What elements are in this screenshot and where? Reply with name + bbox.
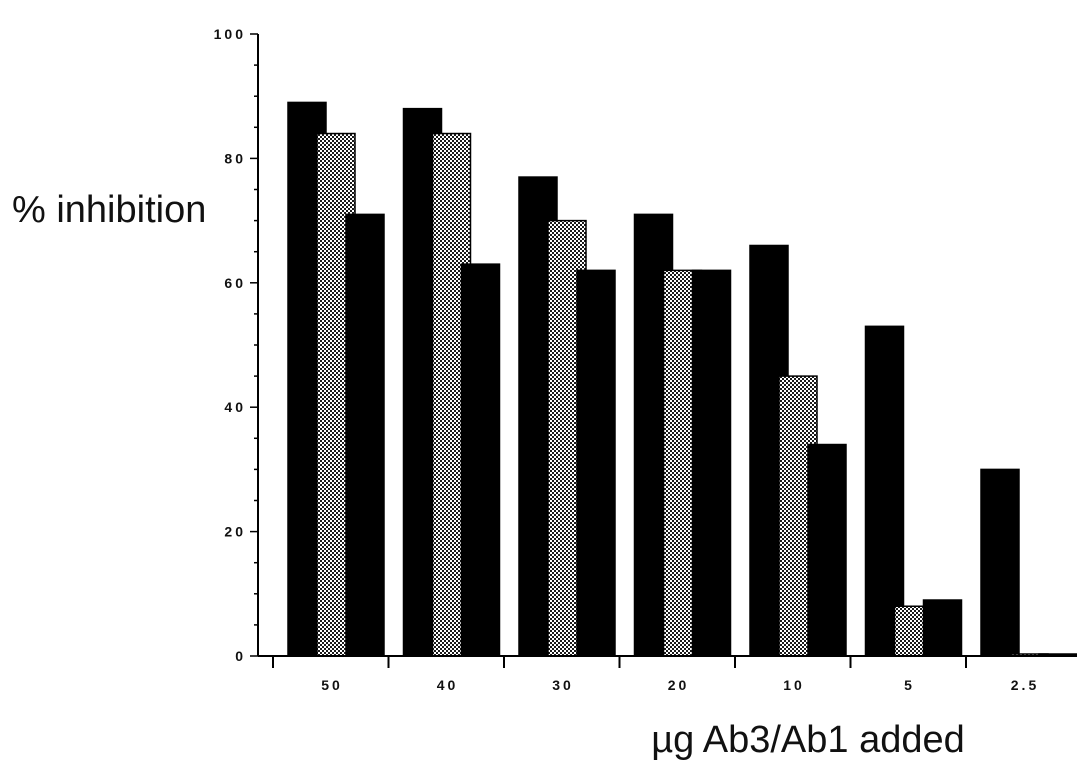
bar-50-series-3	[345, 213, 385, 657]
bar-5-series-1	[864, 325, 905, 657]
x-tick-label-5: 5	[904, 677, 915, 693]
x-tick-label-30: 30	[552, 677, 574, 693]
y-axis-title: % inhibition	[12, 189, 206, 231]
x-tick-label-40: 40	[437, 677, 459, 693]
x-tick-label-50: 50	[321, 677, 343, 693]
y-tick-label: 0	[235, 648, 246, 664]
x-tick-label-2.5: 2.5	[1011, 677, 1039, 693]
axes-group	[250, 33, 1077, 668]
bar-2.5-series-1	[980, 468, 1020, 657]
y-tick-label: 80	[224, 150, 246, 166]
y-tick-label: 20	[224, 524, 246, 540]
x-axis-title: µg Ab3/Ab1 added	[651, 719, 965, 761]
bar-20-series-3	[691, 269, 732, 657]
bar-5-series-3	[922, 599, 963, 657]
labels-group: 0 20 40 60 80 100 50 40 30 20 10 5 2.5	[214, 26, 1039, 693]
bar-10-series-3	[807, 443, 847, 657]
y-tick-label: 100	[214, 26, 246, 42]
x-tick-label-10: 10	[783, 677, 805, 693]
bar-40-series-3	[460, 263, 501, 657]
y-tick-label: 60	[224, 275, 246, 291]
x-tick-label-20: 20	[668, 677, 690, 693]
bars-group	[287, 101, 1077, 657]
bar-30-series-3	[576, 269, 616, 657]
y-tick-label: 40	[224, 399, 246, 415]
